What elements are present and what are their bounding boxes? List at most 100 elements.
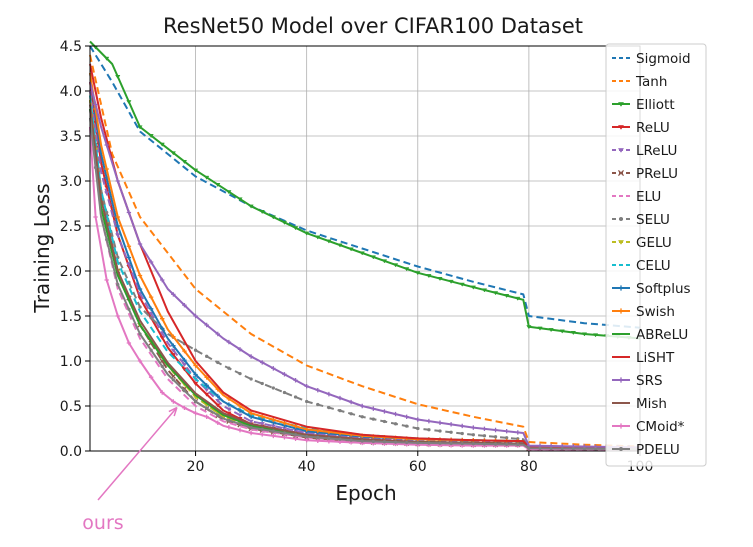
series-marker [160, 316, 165, 321]
series-marker [148, 375, 154, 380]
chart-title: ResNet50 Model over CIFAR100 Dataset [163, 14, 583, 38]
legend-item: Sigmoid [612, 51, 691, 67]
series-marker [182, 348, 187, 354]
series-marker [538, 446, 542, 451]
legend-label: PDELU [636, 442, 680, 458]
series-marker [171, 343, 176, 348]
series-marker [192, 381, 199, 386]
series-marker [148, 259, 154, 265]
series-marker [248, 430, 254, 436]
series-marker [237, 413, 243, 418]
series-marker [182, 357, 187, 363]
series-marker [193, 411, 198, 416]
series-marker [148, 306, 154, 311]
legend-label: PReLU [636, 166, 678, 182]
series-marker [292, 226, 299, 231]
series-marker [226, 190, 232, 195]
y-tick-label: 3.0 [60, 174, 82, 190]
series-marker [227, 418, 231, 423]
series-line [89, 81, 641, 449]
series-marker [326, 391, 332, 397]
legend-label: Sigmoid [636, 51, 691, 67]
series-marker [182, 389, 187, 393]
series-marker [617, 102, 625, 107]
series-marker [404, 414, 409, 419]
series-marker [270, 215, 277, 220]
series-marker [216, 413, 220, 417]
axis-ticks: 20 40 60 80 1000.00.51.01.52.02.53.03.54.04.… [60, 39, 654, 475]
series-marker [104, 166, 109, 172]
series-marker [115, 233, 121, 238]
series-marker [170, 151, 177, 156]
series-marker [237, 347, 243, 352]
legend-label: Elliott [636, 97, 675, 113]
series-marker [617, 169, 625, 177]
series-marker [515, 430, 520, 435]
annotation-arrow [97, 407, 178, 501]
series-marker [282, 372, 287, 377]
series-marker [304, 438, 309, 443]
series-marker [104, 277, 109, 283]
series-marker [160, 390, 165, 395]
series-marker [403, 267, 410, 272]
y-tick-label: 4.0 [60, 84, 82, 100]
series-marker [160, 364, 164, 369]
series-marker [460, 441, 464, 446]
series-marker [327, 405, 331, 410]
series-marker [115, 75, 121, 80]
series-marker [393, 411, 398, 417]
series-marker [570, 330, 577, 335]
series-marker [327, 436, 331, 441]
series-marker [549, 446, 553, 451]
series-marker [304, 427, 309, 432]
series-marker [93, 165, 98, 170]
series-marker [204, 414, 209, 419]
series-marker [126, 244, 132, 249]
series-marker [382, 409, 387, 414]
series-line [89, 104, 641, 451]
series-marker [282, 435, 287, 440]
series-marker [370, 255, 377, 260]
x-tick-label: 40 [298, 459, 316, 475]
series-marker [617, 240, 625, 245]
series-marker [203, 175, 210, 180]
series-marker [260, 381, 264, 386]
series-marker [215, 399, 221, 404]
series-marker [338, 437, 342, 441]
series-pdelu [89, 117, 641, 451]
series-marker [515, 296, 521, 301]
series-marker [304, 384, 309, 389]
series-marker [338, 409, 342, 413]
series-marker [237, 403, 243, 409]
series-marker [381, 259, 388, 264]
series-swish [89, 72, 641, 451]
x-tick-label: 20 [187, 459, 205, 475]
series-marker [348, 399, 354, 405]
series-marker [471, 425, 476, 430]
series-marker [260, 432, 265, 437]
series-marker [282, 390, 287, 395]
series-marker [471, 433, 475, 437]
series-marker [138, 332, 142, 336]
series-marker [105, 237, 109, 242]
series-marker [293, 433, 298, 437]
series-marker [260, 427, 264, 432]
series-mish [89, 104, 641, 451]
series-marker [516, 442, 520, 447]
legend-label: ELU [636, 189, 661, 205]
series-marker [259, 422, 265, 427]
series-marker [271, 417, 276, 422]
series-marker [215, 403, 221, 408]
series-marker [205, 406, 209, 410]
y-axis-label: Training Loss [30, 183, 54, 313]
series-marker [504, 429, 509, 434]
series-marker [619, 217, 623, 221]
series-marker [527, 446, 531, 450]
series-marker [382, 440, 387, 444]
series-line [89, 108, 641, 451]
series-marker [471, 442, 475, 446]
series-marker [305, 399, 309, 404]
series-marker [126, 340, 132, 346]
series-marker [559, 329, 565, 334]
series-marker [505, 442, 509, 447]
